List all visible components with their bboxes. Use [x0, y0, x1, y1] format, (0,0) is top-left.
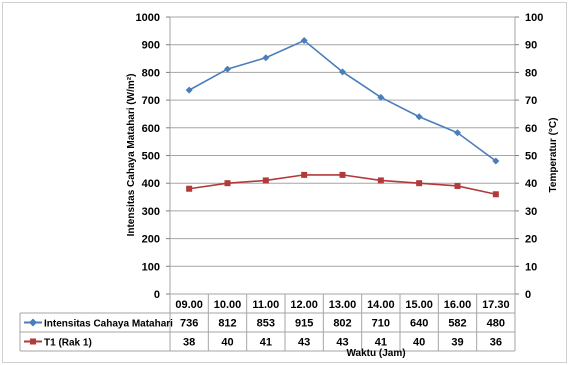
data-point	[339, 68, 346, 76]
data-table-value: 39	[451, 337, 463, 349]
left-tick-label: 300	[142, 206, 160, 218]
data-table-value: 812	[218, 318, 236, 330]
x-tick-label: 14.00	[367, 299, 395, 311]
data-table-value: 736	[180, 318, 198, 330]
x-tick-label: 09.00	[175, 299, 203, 311]
right-axis-ticks: 0 10 20 30 40 50 60 70 80 90 100	[525, 12, 543, 301]
right-tick-label: 30	[525, 206, 537, 218]
data-table-value: 41	[260, 337, 272, 349]
data-point	[186, 185, 193, 192]
data-point	[492, 157, 500, 165]
data-table-value: 640	[410, 318, 428, 330]
left-tick-label: 0	[154, 289, 160, 301]
data-table-value: 802	[333, 318, 351, 330]
series-line	[188, 39, 497, 162]
data-table: 09.00 10.00 11.00 12.00 13.00 14.00 15.00 16.00…	[19, 294, 516, 352]
x-tick-label: 17.30	[482, 299, 510, 311]
data-table-value: 582	[448, 318, 466, 330]
axes	[166, 16, 519, 295]
data-point	[224, 65, 231, 73]
data-table-value: 853	[257, 318, 275, 330]
left-tick-label: 700	[142, 95, 160, 107]
x-tick-label: 13.00	[329, 299, 357, 311]
right-tick-label: 90	[525, 40, 537, 52]
data-point	[262, 54, 270, 62]
data-table-value: 40	[221, 337, 233, 349]
series-name-label: Intensitas Cahaya Matahari	[44, 319, 173, 330]
right-tick-label: 10	[525, 261, 537, 273]
data-point	[224, 180, 231, 187]
data-point	[377, 177, 384, 184]
left-tick-label: 400	[142, 178, 160, 190]
legend-key-marker	[29, 318, 37, 327]
left-tick-label: 100	[142, 261, 160, 273]
data-point	[185, 86, 193, 94]
data-point	[454, 129, 461, 137]
x-tick-label: 10.00	[214, 299, 242, 311]
left-tick-label: 600	[142, 123, 160, 135]
y-left-axis-title: Intensitas Cahaya Matahari (W/m²)	[126, 74, 137, 237]
legend-key-marker	[30, 338, 36, 345]
data-point	[262, 177, 269, 184]
x-tick-label: 11.00	[252, 299, 279, 311]
left-tick-label: 500	[142, 151, 160, 163]
right-tick-label: 50	[525, 151, 537, 163]
gridlines	[170, 44, 515, 267]
y-right-axis-title: Temperatur (°C)	[548, 118, 559, 193]
right-tick-label: 20	[525, 234, 537, 246]
left-tick-label: 900	[142, 40, 160, 52]
data-table-value: 41	[375, 337, 387, 349]
x-tick-label: 12.00	[290, 299, 318, 311]
left-tick-label: 1000	[136, 12, 160, 24]
data-point	[339, 171, 346, 178]
data-table-value: 915	[295, 318, 313, 330]
data-table-value: 710	[372, 318, 390, 330]
data-point	[377, 93, 385, 101]
data-point	[492, 191, 499, 198]
data-table-value: 40	[413, 337, 425, 349]
x-axis-title: Waktu (Jam)	[346, 348, 405, 359]
data-table-value: 36	[490, 337, 502, 349]
right-tick-label: 40	[525, 178, 537, 190]
data-table-value: 38	[183, 337, 195, 349]
right-tick-label: 60	[525, 123, 537, 135]
series-lines	[185, 37, 500, 198]
series-name-label: T1 (Rak 1)	[44, 338, 92, 349]
data-point	[454, 182, 461, 189]
right-tick-label: 100	[525, 12, 543, 24]
data-point	[416, 180, 423, 187]
right-tick-label: 70	[525, 95, 537, 107]
x-tick-label: 15.00	[405, 299, 433, 311]
data-table-value: 43	[336, 337, 348, 349]
data-point	[301, 171, 308, 178]
data-table-value: 480	[487, 318, 505, 330]
left-axis-ticks: 0 100 200 300 400 500 600 700 800 900 1000	[136, 12, 160, 301]
left-tick-label: 200	[142, 234, 160, 246]
data-point	[300, 37, 308, 45]
data-point	[415, 113, 423, 121]
x-tick-label: 16.00	[444, 299, 472, 311]
data-table-value: 43	[298, 337, 310, 349]
left-tick-label: 800	[142, 67, 160, 79]
right-tick-label: 0	[525, 289, 531, 301]
right-tick-label: 80	[525, 67, 537, 79]
